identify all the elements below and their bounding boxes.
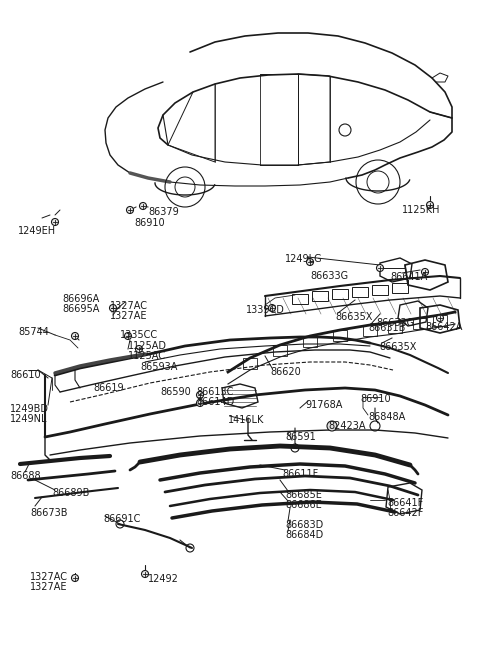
Circle shape <box>72 332 79 340</box>
Text: 1327AE: 1327AE <box>110 311 147 321</box>
Text: 86684D: 86684D <box>285 530 323 540</box>
Bar <box>372 285 388 295</box>
Circle shape <box>327 421 337 431</box>
Text: 86635X: 86635X <box>379 342 416 352</box>
Text: 1339CD: 1339CD <box>246 305 285 315</box>
Text: 86695A: 86695A <box>62 304 99 314</box>
Bar <box>273 345 287 356</box>
Text: 86635X: 86635X <box>335 312 372 322</box>
Circle shape <box>421 269 429 275</box>
Text: 12492: 12492 <box>148 574 179 584</box>
Text: 85744: 85744 <box>18 327 49 337</box>
Text: 86910: 86910 <box>134 218 165 228</box>
Text: 86688: 86688 <box>10 471 41 481</box>
Text: 86591: 86591 <box>285 432 316 442</box>
Bar <box>292 294 308 304</box>
Bar <box>333 330 347 341</box>
Text: 86611F: 86611F <box>282 469 318 479</box>
Text: 86642A: 86642A <box>425 322 462 332</box>
Text: 86689B: 86689B <box>52 488 89 498</box>
Bar <box>243 358 257 369</box>
Text: 1249NL: 1249NL <box>10 414 48 424</box>
Text: 86619: 86619 <box>93 383 124 393</box>
Circle shape <box>72 574 79 581</box>
Text: 86683D: 86683D <box>285 520 323 530</box>
Text: 1249EH: 1249EH <box>18 226 56 236</box>
Text: 1327AC: 1327AC <box>30 572 68 582</box>
Circle shape <box>268 304 276 311</box>
Bar <box>352 287 368 297</box>
Text: 86691C: 86691C <box>103 514 140 524</box>
Text: 86614D: 86614D <box>196 397 234 407</box>
Circle shape <box>142 570 148 578</box>
Text: 86379: 86379 <box>148 207 179 217</box>
Text: 86590: 86590 <box>160 387 191 397</box>
Bar <box>363 325 377 336</box>
Circle shape <box>196 399 204 407</box>
Text: 1327AE: 1327AE <box>30 582 68 592</box>
Text: 86593A: 86593A <box>140 362 178 372</box>
Text: 86673B: 86673B <box>30 508 68 518</box>
Text: 82423A: 82423A <box>328 421 365 431</box>
Text: 86696A: 86696A <box>62 294 99 304</box>
Text: 86686E: 86686E <box>285 500 322 510</box>
Text: 86620: 86620 <box>270 367 301 377</box>
Text: 86633G: 86633G <box>376 318 414 328</box>
Circle shape <box>51 219 59 225</box>
Bar <box>312 291 328 301</box>
Text: 1416LK: 1416LK <box>228 415 264 425</box>
Text: 86631B: 86631B <box>368 323 406 333</box>
Circle shape <box>135 346 143 353</box>
Text: 1249LG: 1249LG <box>285 254 323 264</box>
Circle shape <box>307 258 313 265</box>
Circle shape <box>124 332 132 340</box>
Circle shape <box>109 304 117 311</box>
Bar <box>332 289 348 299</box>
Circle shape <box>376 265 384 271</box>
Bar <box>392 283 408 293</box>
Bar <box>413 318 427 329</box>
Bar <box>303 336 317 347</box>
Text: 86641F: 86641F <box>387 498 423 508</box>
Circle shape <box>196 392 204 399</box>
Bar <box>433 315 447 326</box>
Circle shape <box>140 202 146 210</box>
Circle shape <box>436 315 444 321</box>
Circle shape <box>127 206 133 214</box>
Text: 1327AC: 1327AC <box>110 301 148 311</box>
Text: 1125AC: 1125AC <box>128 351 166 361</box>
Text: 1335CC: 1335CC <box>120 330 158 340</box>
Text: 86610: 86610 <box>10 370 41 380</box>
Text: 86910: 86910 <box>360 394 391 404</box>
Text: 86642F: 86642F <box>387 508 423 518</box>
Circle shape <box>427 202 433 208</box>
Bar <box>388 322 402 333</box>
Text: 86633G: 86633G <box>310 271 348 281</box>
Text: 86848A: 86848A <box>368 412 405 422</box>
Text: 1125KH: 1125KH <box>402 205 441 215</box>
Text: 1249BD: 1249BD <box>10 404 49 414</box>
Text: 91768A: 91768A <box>305 400 342 410</box>
Text: 86613C: 86613C <box>196 387 233 397</box>
Text: 1125AD: 1125AD <box>128 341 167 351</box>
Text: 86641A: 86641A <box>390 272 427 282</box>
Text: 86685E: 86685E <box>285 490 322 500</box>
